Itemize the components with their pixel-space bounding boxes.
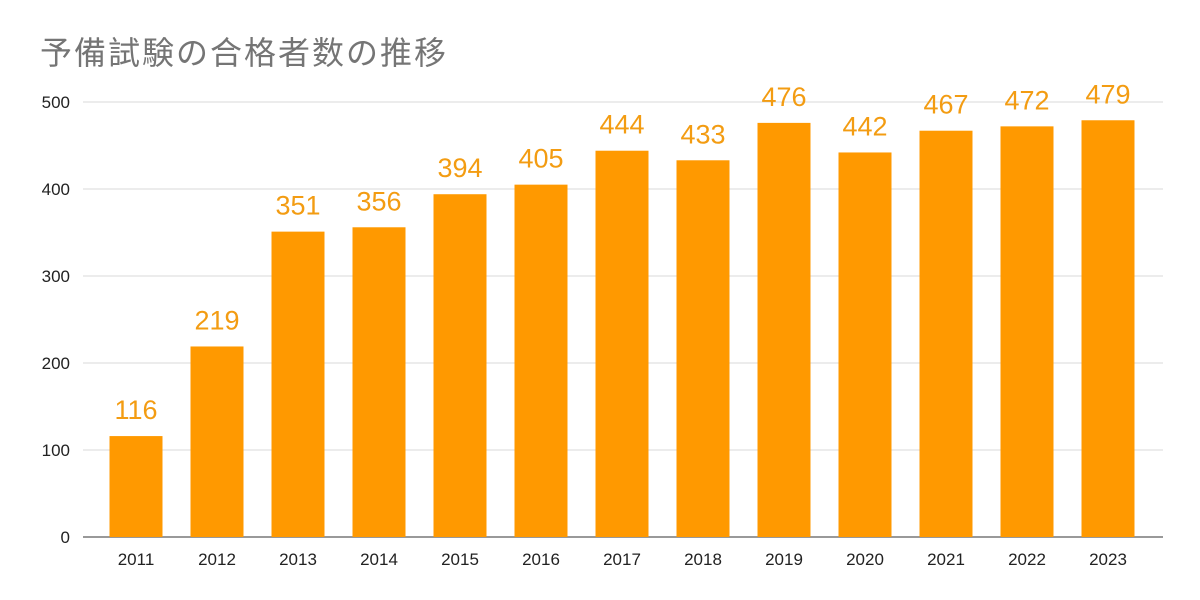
bar-2023 [1081,120,1135,538]
bar-2015 [433,194,487,537]
y-tick-label: 0 [61,528,70,547]
x-tick-label: 2011 [118,550,155,569]
bar-2014 [352,227,406,537]
data-label: 444 [599,110,644,140]
y-tick-label: 100 [42,441,70,460]
x-tick-label: 2020 [846,550,884,569]
bar-2011 [109,436,163,537]
data-label: 394 [437,153,482,183]
data-label: 405 [518,144,563,174]
bar-2016 [514,184,568,537]
bar-2022 [1000,126,1054,538]
data-label: 356 [356,186,401,216]
data-label: 472 [1004,85,1049,115]
bar-2018 [676,160,730,538]
x-tick-label: 2021 [927,550,965,569]
bar-2020 [838,152,892,537]
data-label: 116 [114,395,157,425]
y-tick-label: 200 [42,354,70,373]
data-label: 467 [923,90,968,120]
x-tick-label: 2019 [765,550,803,569]
x-tick-label: 2015 [441,550,479,569]
data-label: 442 [842,111,887,141]
bar-2013 [271,231,325,537]
bar-2021 [919,130,973,537]
bar-2019 [757,122,811,537]
x-tick-label: 2014 [360,550,398,569]
y-tick-label: 500 [42,93,70,112]
y-tick-label: 400 [42,180,70,199]
x-tick-label: 2016 [522,550,560,569]
x-tick-label: 2012 [198,550,236,569]
x-tick-label: 2017 [603,550,641,569]
x-tick-label: 2022 [1008,550,1046,569]
x-tick-label: 2023 [1089,550,1127,569]
data-label: 433 [680,119,725,149]
bar-2012 [190,346,244,537]
y-tick-label: 300 [42,267,70,286]
x-tick-label: 2013 [279,550,317,569]
data-label: 476 [761,82,806,112]
chart-title: 予備試験の合格者数の推移 [40,35,449,71]
bar-2017 [595,150,649,537]
data-label: 479 [1085,79,1130,109]
x-tick-label: 2018 [684,550,722,569]
data-label: 351 [275,191,320,221]
data-label: 219 [194,305,239,335]
